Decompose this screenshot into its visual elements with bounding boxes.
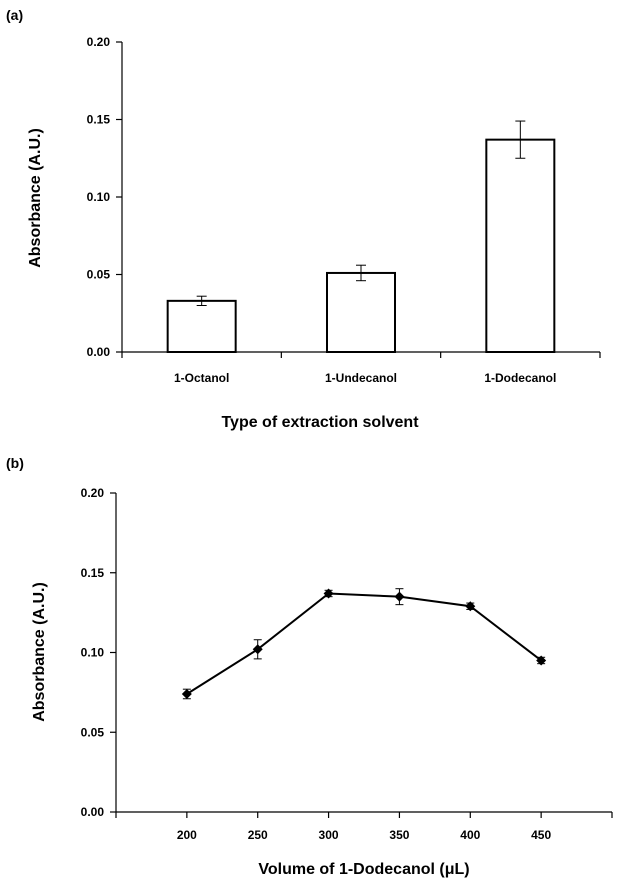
data-point-diamond — [181, 688, 192, 699]
line-y-tick-label: 0.05 — [81, 725, 105, 739]
line-y-axis-title: Absorbance (A.U.) — [31, 582, 48, 722]
line-x-tick-label: 350 — [389, 828, 409, 842]
bar — [485, 138, 556, 353]
bar-y-tick-label: 0.05 — [87, 268, 111, 282]
data-point-diamond — [465, 601, 476, 612]
bar-y-tick-label: 0.00 — [87, 345, 111, 359]
bar-y-axis-title: Absorbance (A.U.) — [27, 128, 44, 268]
bar-y-tick-label: 0.20 — [87, 35, 111, 49]
line-x-tick-label: 300 — [319, 828, 339, 842]
bar-category-label: 1-Octanol — [174, 371, 229, 385]
line-series — [181, 588, 547, 700]
panel-b-label: (b) — [6, 455, 24, 471]
data-point-diamond — [536, 655, 547, 666]
bar — [326, 271, 396, 354]
data-point-diamond — [394, 591, 405, 602]
bar-series — [166, 120, 556, 354]
bar-chart-panel: (a) Absorbance (A.U.) 0.000.050.100.150.… — [6, 7, 601, 431]
bar-category-label: 1-Undecanol — [325, 371, 397, 385]
line-x-tick-label: 250 — [248, 828, 268, 842]
bar-y-ticks: 0.00 0.05 0.10 0.15 0.20 — [87, 35, 122, 359]
bar-x-axis-title: Type of extraction solvent — [221, 414, 419, 431]
data-point-diamond — [323, 588, 334, 599]
line-y-tick-label: 0.15 — [81, 566, 105, 580]
bar — [166, 299, 237, 354]
panel-a-label: (a) — [6, 7, 23, 23]
bar-category-label: 1-Dodecanol — [484, 371, 556, 385]
line-x-axis-title: Volume of 1-Dodecanol (μL) — [258, 861, 469, 878]
line-y-tick-label: 0.20 — [81, 486, 105, 500]
line-x-tick-label: 400 — [460, 828, 480, 842]
line-chart-panel: (b) Absorbance (A.U.) 0.000.050.100.150.… — [6, 455, 613, 878]
data-point-diamond — [252, 644, 263, 655]
line-y-tick-label: 0.00 — [81, 805, 105, 819]
line-x-tick-label: 450 — [531, 828, 551, 842]
line-y-ticks: 0.00 0.05 0.10 0.15 0.20 — [81, 486, 116, 819]
bar-y-tick-label: 0.10 — [87, 190, 111, 204]
bar-x-ticks: 1-Octanol 1-Undecanol 1-Dodecanol — [121, 352, 601, 385]
line-x-tick-label: 200 — [177, 828, 197, 842]
series-line — [186, 592, 542, 695]
line-x-ticks: 200 250 300 350 400 450 — [115, 812, 613, 842]
line-y-tick-label: 0.10 — [81, 646, 105, 660]
bar-y-tick-label: 0.15 — [87, 113, 111, 127]
